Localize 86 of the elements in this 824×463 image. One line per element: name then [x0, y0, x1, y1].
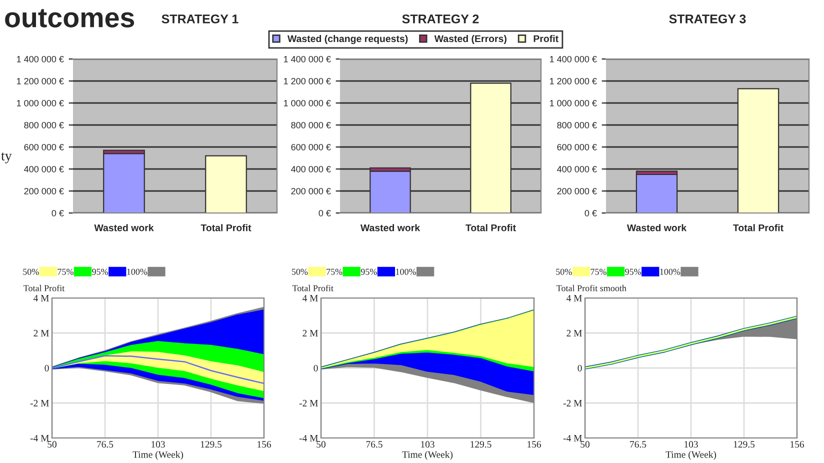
legend-label: 95% — [625, 268, 642, 275]
y-tick-label: 0 — [44, 364, 49, 372]
x-axis-title: Time (Week) — [666, 450, 716, 460]
y-tick-label: 0 € — [584, 210, 597, 216]
y-tick-label: 800 000 € — [557, 122, 597, 128]
x-tick-label: 50 — [316, 441, 326, 448]
x-tick-label: Total Profit — [466, 224, 516, 232]
legend-label: 100% — [127, 268, 148, 275]
y-tick-label: 1 000 000 € — [16, 100, 64, 106]
y-tick-label: 200 000 € — [24, 188, 64, 194]
legend-label: 75% — [590, 268, 606, 275]
y-tick-label: 400 000 € — [291, 166, 331, 172]
y-tick-label: -4 M — [30, 434, 49, 442]
y-tick-label: -4 M — [299, 434, 318, 442]
y-tick-label: 2 M — [34, 330, 49, 336]
legend-label: 75% — [326, 268, 342, 275]
y-tick-label: 800 000 € — [24, 122, 64, 128]
x-tick-label: Wasted work — [626, 224, 687, 232]
y-tick-label: 0 € — [318, 210, 331, 216]
x-tick-label: 156 — [258, 441, 271, 448]
y-tick-label: 400 000 € — [557, 166, 597, 172]
legend-label: 50% — [23, 268, 39, 275]
x-tick-label: 103 — [421, 441, 434, 448]
x-tick-label: Total Profit — [733, 224, 784, 232]
y-tick-label: 0 — [578, 364, 582, 372]
legend-label: 95% — [92, 268, 108, 275]
y-tick-label: 800 000 € — [291, 122, 331, 128]
x-tick-label: 103 — [684, 441, 698, 448]
x-tick-label: 129.5 — [734, 441, 755, 448]
legend-label: 50% — [556, 268, 572, 275]
y-tick-label: 0 — [314, 364, 318, 372]
x-tick-label: 129.5 — [200, 441, 222, 448]
y-tick-label: 600 000 € — [24, 144, 64, 150]
y-tick-label: 600 000 € — [291, 144, 331, 150]
y-axis-title: Total Profit — [24, 284, 65, 292]
y-tick-label: 1 000 000 € — [284, 100, 331, 106]
legend-label: 50% — [292, 268, 308, 275]
y-tick-label: -2 M — [30, 400, 49, 406]
legend-label: Wasted (change requests) — [287, 34, 408, 44]
x-tick-label: 129.5 — [470, 441, 492, 448]
y-tick-label: 2 M — [302, 330, 318, 336]
chart-title: STRATEGY 2 — [402, 14, 479, 24]
y-tick-label: 1 200 000 € — [550, 78, 597, 84]
legend-label: 75% — [58, 268, 74, 275]
y-tick-label: 4 M — [566, 294, 582, 302]
x-tick-label: 50 — [580, 441, 590, 448]
y-axis-title: Total Profit smooth — [556, 284, 626, 292]
legend-label: Profit — [534, 34, 558, 42]
y-tick-label: 2 M — [566, 330, 582, 336]
y-tick-label: 1 200 000 € — [284, 78, 331, 84]
x-axis-title: Time (Week) — [402, 450, 453, 460]
y-tick-label: 200 000 € — [291, 188, 331, 194]
y-tick-label: 1 200 000 € — [16, 78, 64, 84]
legend-label: 95% — [360, 268, 377, 275]
text: ty — [1, 152, 12, 164]
y-tick-label: -4 M — [563, 434, 582, 442]
y-tick-label: 400 000 € — [24, 166, 64, 172]
y-axis-title: Total Profit — [292, 284, 334, 292]
legend-label: 100% — [660, 268, 680, 275]
x-tick-label: 103 — [152, 441, 165, 448]
chart-title: STRATEGY 3 — [669, 14, 746, 24]
chart-title: STRATEGY 1 — [162, 14, 238, 24]
y-tick-label: 4 M — [302, 294, 318, 302]
text: outcomes — [5, 9, 134, 28]
x-tick-label: Total Profit — [200, 224, 252, 232]
y-tick-label: 1 400 000 € — [16, 56, 64, 62]
y-tick-label: 0 € — [52, 210, 64, 216]
x-tick-label: 50 — [48, 441, 56, 448]
y-tick-label: 600 000 € — [557, 144, 597, 150]
y-tick-label: -2 M — [299, 400, 318, 406]
x-tick-label: Wasted work — [94, 224, 154, 232]
y-tick-label: 200 000 € — [557, 188, 597, 194]
y-tick-label: 1 000 000 € — [550, 100, 597, 106]
legend-label: Wasted (Errors) — [434, 34, 506, 44]
x-tick-label: 156 — [790, 441, 804, 448]
y-tick-label: -2 M — [563, 400, 582, 406]
x-tick-label: 76.5 — [630, 441, 646, 448]
x-tick-label: 76.5 — [97, 441, 114, 448]
y-tick-label: 1 400 000 € — [550, 56, 597, 62]
x-axis-title: Time (Week) — [132, 450, 184, 460]
x-tick-label: 156 — [528, 441, 541, 448]
y-tick-label: 1 400 000 € — [284, 56, 331, 62]
x-tick-label: 76.5 — [366, 441, 382, 448]
y-tick-label: 4 M — [33, 294, 49, 302]
legend-label: 100% — [396, 268, 416, 275]
x-tick-label: Wasted work — [360, 224, 420, 232]
